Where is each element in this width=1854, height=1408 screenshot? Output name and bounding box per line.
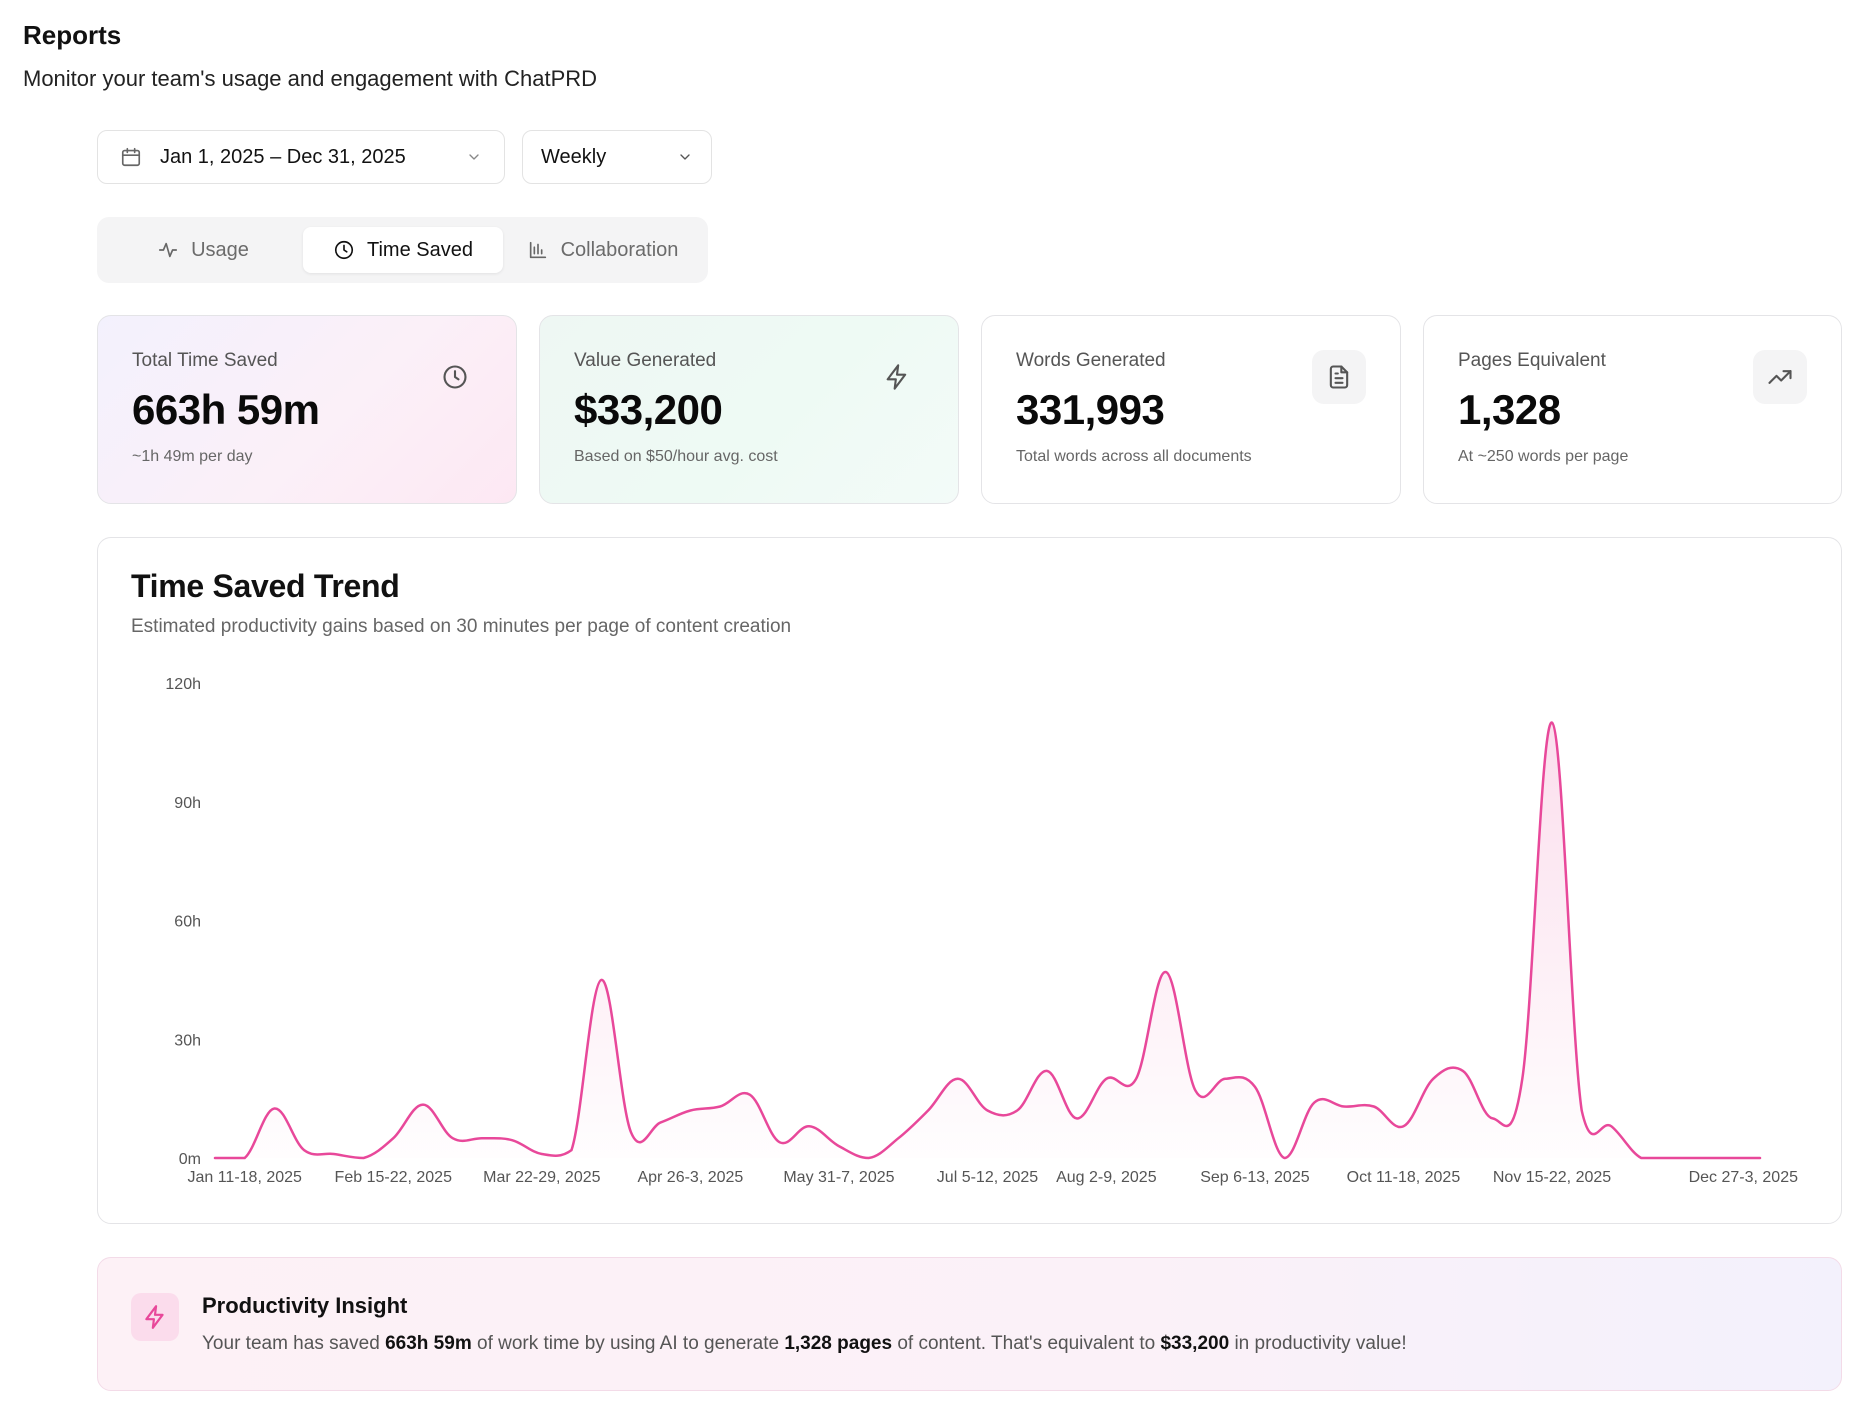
insight-text-part: of content. That's equivalent to bbox=[892, 1333, 1161, 1354]
card-value: 331,993 bbox=[1016, 386, 1165, 433]
x-tick-label: Nov 15-22, 2025 bbox=[1493, 1169, 1611, 1186]
x-tick-label: Aug 2-9, 2025 bbox=[1056, 1169, 1157, 1186]
chevron-down-icon bbox=[677, 149, 693, 165]
x-tick-label: Mar 22-29, 2025 bbox=[483, 1169, 601, 1186]
insight-value: $33,200 bbox=[1160, 1333, 1230, 1354]
insight-pages: 1,328 pages bbox=[784, 1333, 893, 1354]
x-tick-label: Dec 27-3, 2025 bbox=[1689, 1169, 1799, 1186]
card-label: Pages Equivalent bbox=[1458, 350, 1606, 371]
tab-time-saved[interactable]: Time Saved bbox=[303, 227, 503, 273]
card-note: At ~250 words per page bbox=[1458, 448, 1629, 465]
tab-time-saved-label: Time Saved bbox=[367, 238, 473, 261]
insight-time: 663h 59m bbox=[385, 1333, 472, 1354]
y-tick-label: 120h bbox=[165, 676, 201, 693]
y-tick-label: 90h bbox=[174, 795, 201, 812]
insight-text-part: in productivity value! bbox=[1229, 1333, 1407, 1354]
chart-title: Time Saved Trend bbox=[131, 568, 400, 604]
y-tick-label: 60h bbox=[174, 914, 201, 931]
insight-title: Productivity Insight bbox=[202, 1293, 408, 1318]
tab-collaboration-label: Collaboration bbox=[560, 238, 679, 261]
date-range-select[interactable]: Jan 1, 2025 – Dec 31, 2025 bbox=[97, 130, 505, 184]
x-tick-label: Oct 11-18, 2025 bbox=[1347, 1169, 1461, 1186]
time-saved-chart: 0m 30h 60h 90h 120h Jan 11-18, 2025 Feb 15-22… bbox=[165, 676, 1799, 1186]
card-value: 663h 59m bbox=[132, 386, 320, 433]
y-tick-label: 30h bbox=[174, 1032, 201, 1049]
card-note: ~1h 49m per day bbox=[132, 448, 253, 465]
words-generated-card: Words Generated 331,993 Total words acro… bbox=[981, 315, 1401, 504]
period-label: Weekly bbox=[541, 145, 607, 168]
insight-text-part: Your team has saved bbox=[202, 1333, 386, 1354]
document-icon bbox=[1312, 350, 1366, 404]
total-time-saved-card: Total Time Saved 663h 59m ~1h 49m per da… bbox=[97, 315, 517, 504]
x-tick-label: Jan 11-18, 2025 bbox=[187, 1169, 302, 1186]
pages-equivalent-card: Pages Equivalent 1,328 At ~250 words per… bbox=[1423, 315, 1842, 504]
tab-usage-label: Usage bbox=[191, 238, 249, 261]
clock-icon bbox=[428, 350, 482, 404]
date-range-label: Jan 1, 2025 – Dec 31, 2025 bbox=[160, 145, 406, 168]
period-select[interactable]: Weekly bbox=[522, 130, 712, 184]
value-generated-card: Value Generated $33,200 Based on $50/hou… bbox=[539, 315, 959, 504]
insight-text-part: of work time by using AI to generate bbox=[471, 1333, 785, 1354]
bar-chart-icon bbox=[527, 239, 549, 261]
tab-usage[interactable]: Usage bbox=[103, 227, 303, 273]
card-value: $33,200 bbox=[574, 386, 723, 433]
trending-up-icon bbox=[1753, 350, 1807, 404]
time-saved-trend-card: Time Saved Trend Estimated productivity … bbox=[97, 537, 1842, 1224]
calendar-icon bbox=[120, 146, 142, 168]
productivity-insight: Productivity Insight Your team has saved… bbox=[97, 1257, 1842, 1391]
card-label: Words Generated bbox=[1016, 350, 1166, 371]
card-note: Based on $50/hour avg. cost bbox=[574, 448, 778, 465]
lightning-icon bbox=[131, 1293, 179, 1341]
card-label: Value Generated bbox=[574, 350, 717, 371]
clock-icon bbox=[333, 239, 355, 261]
time-saved-line bbox=[213, 721, 1762, 1160]
card-label: Total Time Saved bbox=[132, 350, 278, 371]
insight-text: Your team has saved 663h 59m of work tim… bbox=[202, 1333, 1407, 1355]
x-tick-label: Jul 5-12, 2025 bbox=[937, 1169, 1039, 1186]
x-tick-label: Feb 15-22, 2025 bbox=[335, 1169, 453, 1186]
x-tick-label: Sep 6-13, 2025 bbox=[1200, 1169, 1310, 1186]
card-note: Total words across all documents bbox=[1016, 448, 1252, 465]
card-value: 1,328 bbox=[1458, 386, 1561, 433]
y-tick-label: 0m bbox=[179, 1151, 201, 1168]
chevron-down-icon bbox=[466, 149, 482, 165]
chart-subtitle: Estimated productivity gains based on 30… bbox=[131, 616, 792, 637]
activity-icon bbox=[157, 239, 179, 261]
tab-collaboration[interactable]: Collaboration bbox=[503, 227, 702, 273]
time-saved-area bbox=[215, 722, 1760, 1158]
page-title: Reports bbox=[23, 20, 122, 50]
page-subtitle: Monitor your team's usage and engagement… bbox=[23, 66, 598, 91]
report-tabs: Usage Time Saved Collaboration bbox=[97, 217, 708, 283]
x-tick-label: May 31-7, 2025 bbox=[783, 1169, 894, 1186]
x-tick-label: Apr 26-3, 2025 bbox=[637, 1169, 743, 1186]
lightning-icon bbox=[870, 350, 924, 404]
